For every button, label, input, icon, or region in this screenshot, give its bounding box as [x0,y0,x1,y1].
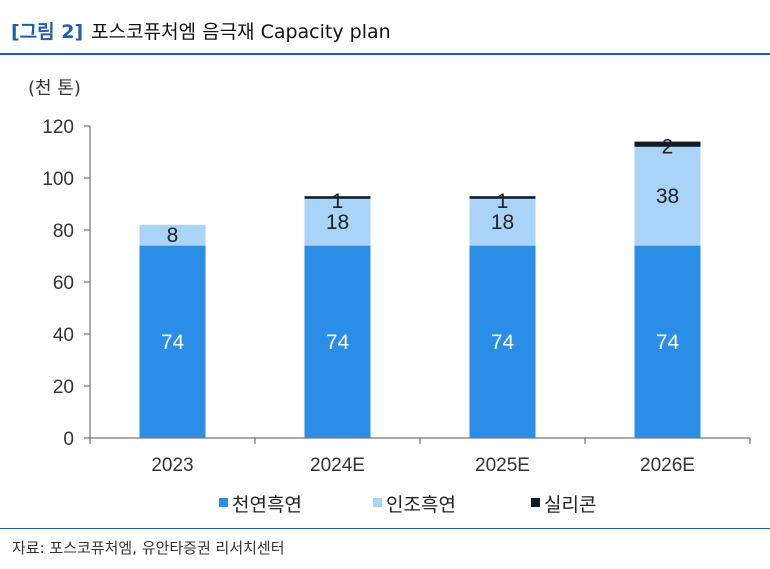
bar-segment [139,245,206,438]
data-label: 74 [161,331,185,354]
y-tick-label: 20 [53,377,74,398]
data-label: 18 [491,211,514,234]
chart-title: [그림 2] 포스코퓨처엠 음극재 Capacity plan [11,17,391,44]
legend-label: 실리콘 [544,494,596,516]
figure-tag: [그림 2] [11,21,84,43]
y-tick-label: 40 [53,325,74,346]
data-label: 1 [497,190,509,213]
bar-segment [634,146,701,246]
bar-segment [304,196,371,199]
bar-segment [469,245,536,438]
y-tick-label: 100 [42,169,74,190]
legend-label: 인조흑연 [386,494,456,516]
bar-segment [469,196,536,199]
data-label: 38 [656,185,679,208]
data-label: 74 [656,331,680,354]
bar-segment [139,224,206,246]
data-label: 2 [662,136,674,159]
legend-swatch [373,498,382,507]
legend-label: 천연흑연 [232,494,302,516]
y-tick-label: 120 [42,117,74,138]
y-axis-unit-label: (천 톤) [28,78,81,99]
legend-swatch [219,498,228,507]
bar-segment [634,245,701,438]
x-tick-label: 2023 [151,455,193,476]
bar-segment [304,245,371,438]
x-tick-label: 2024E [310,455,365,476]
data-label: 74 [491,331,515,354]
x-tick-label: 2025E [475,455,530,476]
data-label: 1 [332,190,344,213]
stacked-bar-chart: 0204060801001207482023741812024E74181202… [42,117,751,516]
source-divider [0,528,770,529]
x-tick-label: 2026E [640,455,695,476]
bar-segment [469,198,536,246]
legend-swatch [531,498,540,507]
data-label: 8 [167,224,179,247]
source-note: 자료: 포스코퓨처엠, 유안타증권 리서치센터 [12,539,285,557]
title-divider [0,53,770,55]
data-label: 74 [326,331,350,354]
bar-segment [634,141,701,147]
data-label: 18 [326,211,349,234]
figure-title: 포스코퓨처엠 음극재 Capacity plan [91,21,391,43]
bar-segment [304,198,371,246]
y-tick-label: 60 [53,273,74,294]
y-tick-label: 80 [53,221,74,242]
y-tick-label: 0 [63,429,74,450]
